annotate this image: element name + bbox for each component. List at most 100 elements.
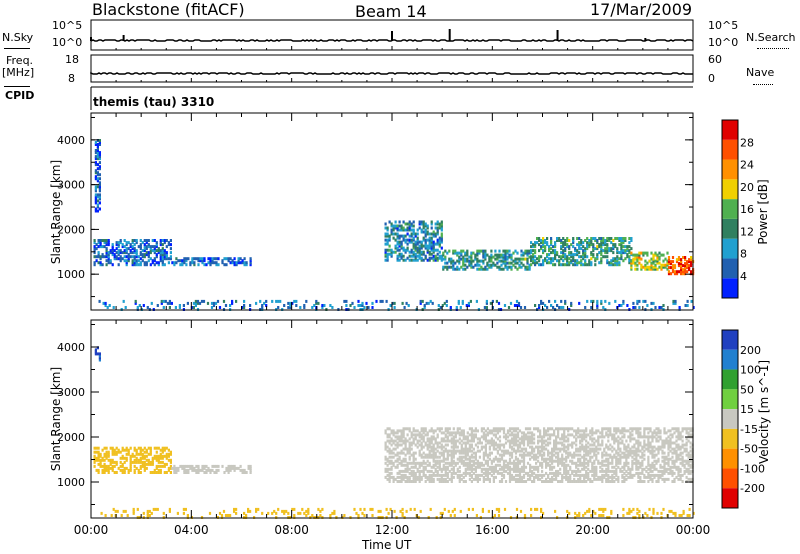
range-cell bbox=[476, 263, 479, 267]
range-cell bbox=[636, 257, 639, 261]
range-cell bbox=[541, 463, 544, 467]
range-cell bbox=[422, 220, 425, 224]
range-cell bbox=[404, 222, 407, 226]
range-cell bbox=[113, 464, 116, 468]
range-cell bbox=[563, 465, 566, 469]
range-cell bbox=[615, 461, 618, 465]
range-cell bbox=[438, 242, 441, 246]
range-cell bbox=[510, 265, 513, 269]
range-cell bbox=[436, 435, 439, 439]
range-cell bbox=[446, 431, 449, 435]
range-cell bbox=[667, 429, 670, 433]
range-cell bbox=[482, 455, 485, 459]
range-cell bbox=[585, 480, 588, 483]
range-cell bbox=[583, 435, 586, 439]
range-cell bbox=[494, 441, 497, 445]
range-cell bbox=[631, 451, 634, 455]
range-cell bbox=[125, 456, 128, 460]
range-cell bbox=[458, 255, 461, 259]
range-cell bbox=[390, 451, 393, 455]
range-cell bbox=[133, 471, 136, 474]
range-cell bbox=[561, 447, 564, 451]
range-cell bbox=[496, 431, 499, 435]
range-cell bbox=[398, 439, 401, 443]
range-cell bbox=[125, 466, 128, 470]
range-cell bbox=[656, 267, 659, 271]
range-cell bbox=[537, 477, 540, 481]
range-cell bbox=[452, 251, 455, 255]
range-cell bbox=[667, 471, 670, 475]
range-cell bbox=[690, 258, 693, 262]
range-cell bbox=[422, 230, 425, 234]
range-cell bbox=[161, 454, 164, 458]
range-cell bbox=[553, 477, 556, 481]
range-cell bbox=[454, 463, 457, 467]
range-cell bbox=[639, 435, 642, 439]
range-cell bbox=[518, 453, 522, 457]
range-cell bbox=[571, 453, 574, 457]
range-cell bbox=[460, 445, 463, 449]
range-cell bbox=[520, 439, 524, 443]
range-cell bbox=[586, 245, 589, 249]
range-cell bbox=[619, 457, 622, 461]
range-cell bbox=[608, 237, 611, 240]
range-cell bbox=[412, 471, 415, 475]
range-cell bbox=[99, 255, 102, 259]
range-cell bbox=[227, 468, 230, 472]
range-cell bbox=[637, 467, 640, 471]
range-cell bbox=[448, 469, 451, 473]
range-cell bbox=[669, 467, 672, 471]
range-cell bbox=[571, 461, 574, 465]
range-cell bbox=[227, 471, 230, 474]
range-cell bbox=[456, 449, 459, 453]
range-cell bbox=[516, 469, 520, 473]
range-cell bbox=[404, 459, 407, 463]
range-cell bbox=[649, 427, 652, 431]
range-cell bbox=[398, 437, 401, 441]
range-cell bbox=[680, 514, 683, 517]
range-cell bbox=[428, 480, 431, 483]
range-cell bbox=[663, 477, 666, 481]
range-cell bbox=[514, 265, 517, 269]
range-cell bbox=[460, 457, 463, 461]
range-cell bbox=[613, 455, 616, 459]
range-cell bbox=[363, 306, 366, 309]
range-cell bbox=[149, 251, 152, 255]
range-cell bbox=[177, 259, 180, 263]
range-cell bbox=[548, 253, 551, 257]
range-cell bbox=[645, 447, 648, 451]
range-cell bbox=[659, 435, 662, 439]
range-cell bbox=[98, 358, 101, 362]
range-cell bbox=[107, 261, 110, 265]
range-cell bbox=[408, 447, 411, 451]
range-cell bbox=[516, 267, 519, 271]
range-cell bbox=[488, 471, 491, 475]
x-tick-label: 04:00 bbox=[174, 523, 209, 537]
range-cell bbox=[585, 449, 588, 453]
range-cell bbox=[520, 431, 524, 435]
range-cell bbox=[454, 267, 457, 271]
range-cell bbox=[428, 238, 431, 242]
range-cell bbox=[432, 443, 435, 447]
range-cell bbox=[442, 437, 445, 441]
range-cell bbox=[566, 255, 569, 259]
range-cell bbox=[654, 267, 657, 271]
range-cell bbox=[533, 441, 536, 445]
range-cell bbox=[428, 445, 431, 449]
range-cell bbox=[412, 473, 415, 477]
range-cell bbox=[564, 301, 567, 305]
range-cell bbox=[484, 461, 487, 465]
range-cell bbox=[169, 471, 172, 474]
range-cell bbox=[609, 429, 612, 433]
range-cell bbox=[498, 443, 502, 447]
range-cell bbox=[410, 228, 413, 232]
range-cell bbox=[519, 306, 523, 309]
range-cell bbox=[484, 437, 487, 441]
range-cell bbox=[227, 259, 230, 263]
range-cell bbox=[137, 460, 140, 464]
range-cell bbox=[388, 433, 391, 437]
range-cell bbox=[679, 457, 682, 461]
range-cell bbox=[103, 452, 106, 456]
range-cell bbox=[331, 511, 334, 515]
range-cell bbox=[416, 232, 419, 236]
